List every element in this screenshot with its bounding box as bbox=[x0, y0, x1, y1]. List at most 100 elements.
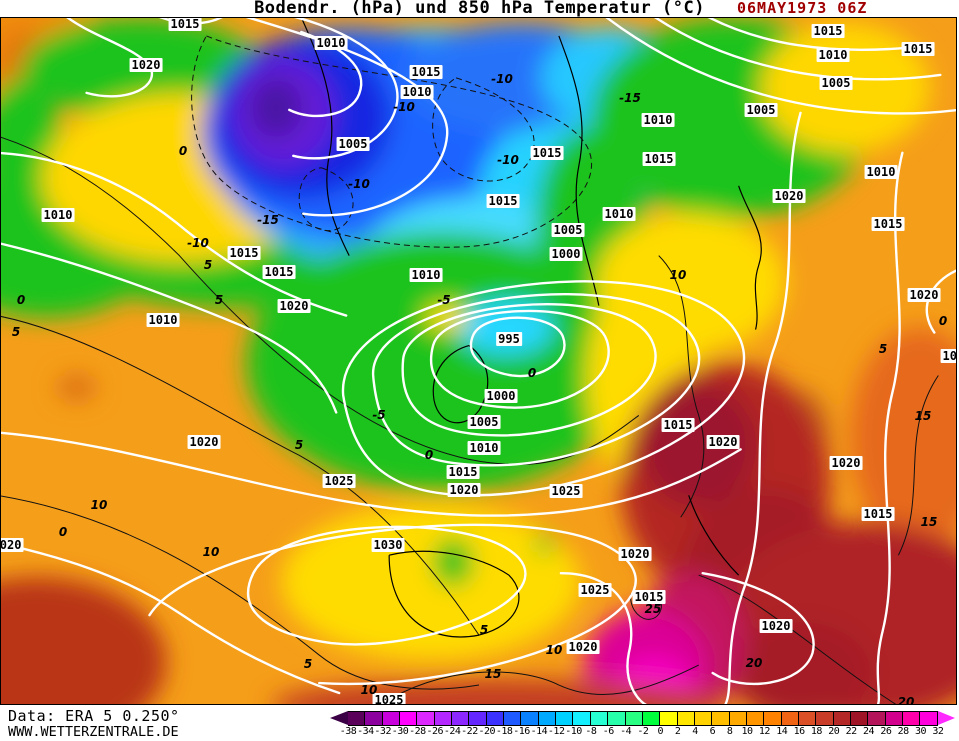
pressure-label: 1020 bbox=[187, 435, 221, 449]
pressure-label: 1010 bbox=[864, 165, 898, 179]
temperature-label: 20 bbox=[745, 656, 763, 670]
colorbar-cell bbox=[868, 711, 886, 726]
website-link[interactable]: WWW.WETTERZENTRALE.DE bbox=[8, 724, 179, 740]
pressure-label: 1005 bbox=[467, 415, 501, 429]
pressure-label: 1020 bbox=[447, 483, 481, 497]
pressure-label: 1010 bbox=[400, 85, 434, 99]
colorbar-tick: 14 bbox=[776, 726, 788, 737]
temperature-label: -10 bbox=[497, 153, 519, 167]
temperature-label: 10 bbox=[202, 545, 220, 559]
colorbar-cell bbox=[885, 711, 903, 726]
colorbar-cell bbox=[382, 711, 401, 726]
pressure-label: 1015 bbox=[486, 194, 520, 208]
titlebar: Bodendr. (hPa) und 850 hPa Temperatur (°… bbox=[0, 0, 959, 17]
temperature-label: -10 bbox=[393, 100, 415, 114]
colorbar-tick: -12 bbox=[547, 726, 565, 737]
temperature-label: 0 bbox=[58, 525, 68, 539]
colorbar-cell bbox=[903, 711, 921, 726]
colorbar-tick: 26 bbox=[880, 726, 892, 737]
colorbar-cell bbox=[504, 711, 522, 726]
pressure-label: 1010 bbox=[641, 113, 675, 127]
data-source: Data: ERA 5 0.250° bbox=[8, 707, 180, 725]
colorbar-cell bbox=[625, 711, 643, 726]
colorbar-cell bbox=[538, 711, 557, 726]
colorbar-tick: 18 bbox=[810, 726, 823, 737]
pressure-label: 1015 bbox=[811, 24, 845, 38]
colorbar-tick: 28 bbox=[897, 726, 910, 737]
pressure-label: 1020 bbox=[829, 456, 863, 470]
temperature-label: 5 bbox=[479, 623, 489, 637]
colorbar-tick: -4 bbox=[620, 726, 632, 737]
colorbar-tick: -16 bbox=[513, 726, 530, 737]
colorbar-cell bbox=[556, 711, 574, 726]
colorbar-tick: 6 bbox=[709, 726, 716, 737]
pressure-label: 1010 bbox=[314, 36, 348, 50]
colorbar-tick: -20 bbox=[478, 726, 496, 737]
colorbar-cell bbox=[764, 711, 782, 726]
pressure-label: 1020 bbox=[129, 58, 163, 72]
pressure-label: 1020 bbox=[706, 435, 740, 449]
temperature-label: 0 bbox=[16, 293, 26, 307]
pressure-label: 1020 bbox=[1, 538, 24, 552]
pressure-label: 1015 bbox=[446, 465, 480, 479]
pressure-label: 1020 bbox=[566, 640, 600, 654]
colorbar-cell bbox=[434, 711, 453, 726]
colorbar-tick: -6 bbox=[602, 726, 615, 737]
pressure-label: 1020 bbox=[277, 299, 311, 313]
pressure-label: 1020 bbox=[759, 619, 793, 633]
pressure-label: 1000 bbox=[484, 389, 518, 403]
colorbar-cell bbox=[486, 711, 505, 726]
pressure-label: 1015 bbox=[262, 265, 296, 279]
pressure-label: 995 bbox=[496, 332, 522, 346]
colorbar-tick: 12 bbox=[758, 726, 771, 737]
temperature-label: -15 bbox=[619, 91, 641, 105]
colorbar-tick: 0 bbox=[657, 726, 664, 737]
colorbar-tick: 4 bbox=[692, 726, 698, 737]
pressure-label: 1020 bbox=[772, 189, 806, 203]
colorbar-tick: -38 bbox=[339, 726, 357, 737]
pressure-label: 1010 bbox=[467, 441, 501, 455]
colorbar-tick: 30 bbox=[915, 726, 927, 737]
colorbar-cell bbox=[850, 711, 869, 726]
colorbar-tick: -24 bbox=[443, 726, 461, 737]
pressure-label: 1020 bbox=[907, 288, 941, 302]
temperature-label: 5 bbox=[203, 258, 213, 272]
colorbar-right-arrow bbox=[937, 711, 955, 725]
colorbar-tick: -14 bbox=[530, 726, 548, 737]
colorbar-tick: 10 bbox=[741, 726, 754, 737]
temperature-label: -15 bbox=[257, 213, 279, 227]
temperature-label: 20 bbox=[897, 695, 915, 705]
temperature-label: 0 bbox=[938, 314, 948, 328]
pressure-label: 1005 bbox=[551, 223, 585, 237]
colorbar-tick: 22 bbox=[845, 726, 858, 737]
colorbar-cell bbox=[573, 711, 591, 726]
isotherm-contours bbox=[1, 35, 939, 704]
temperature-label: 10 bbox=[669, 268, 687, 282]
colorbar-cell bbox=[746, 711, 765, 726]
colorbar-cell bbox=[400, 711, 418, 726]
colorbar-cell bbox=[608, 711, 626, 726]
pressure-label: 1025 bbox=[322, 474, 356, 488]
pressure-label: 1005 bbox=[744, 103, 778, 117]
temperature-label: 0 bbox=[527, 366, 537, 380]
pressure-label: 1005 bbox=[336, 137, 370, 151]
pressure-label: 1000 bbox=[549, 247, 583, 261]
temperature-label: 15 bbox=[484, 667, 502, 681]
colorbar-cell bbox=[521, 711, 539, 726]
map-datetime: 06MAY1973 06Z bbox=[737, 0, 868, 17]
temperature-label: 0 bbox=[178, 144, 188, 158]
colorbar-tick: -10 bbox=[565, 726, 582, 737]
pressure-label: 1005 bbox=[819, 76, 853, 90]
colorbar-tick: 20 bbox=[828, 726, 840, 737]
temperature-label: -5 bbox=[437, 293, 451, 307]
temperature-label: 0 bbox=[424, 448, 434, 462]
pressure-label: 1015 bbox=[861, 507, 895, 521]
temperature-label: 10 bbox=[545, 643, 563, 657]
map-area: 1015 1020 1010 1015 1010 1005 1015 1015 1005 1000… bbox=[0, 17, 957, 705]
temperature-colorbar: -38 -34 -32 -30 -28 -26 -24 -22 -20 -18 -16 -14 -12-… bbox=[330, 711, 958, 741]
colorbar-cell bbox=[677, 711, 695, 726]
temperature-label: 15 bbox=[914, 409, 932, 423]
pressure-label: 1030 bbox=[371, 538, 405, 552]
colorbar-cell bbox=[452, 711, 470, 726]
